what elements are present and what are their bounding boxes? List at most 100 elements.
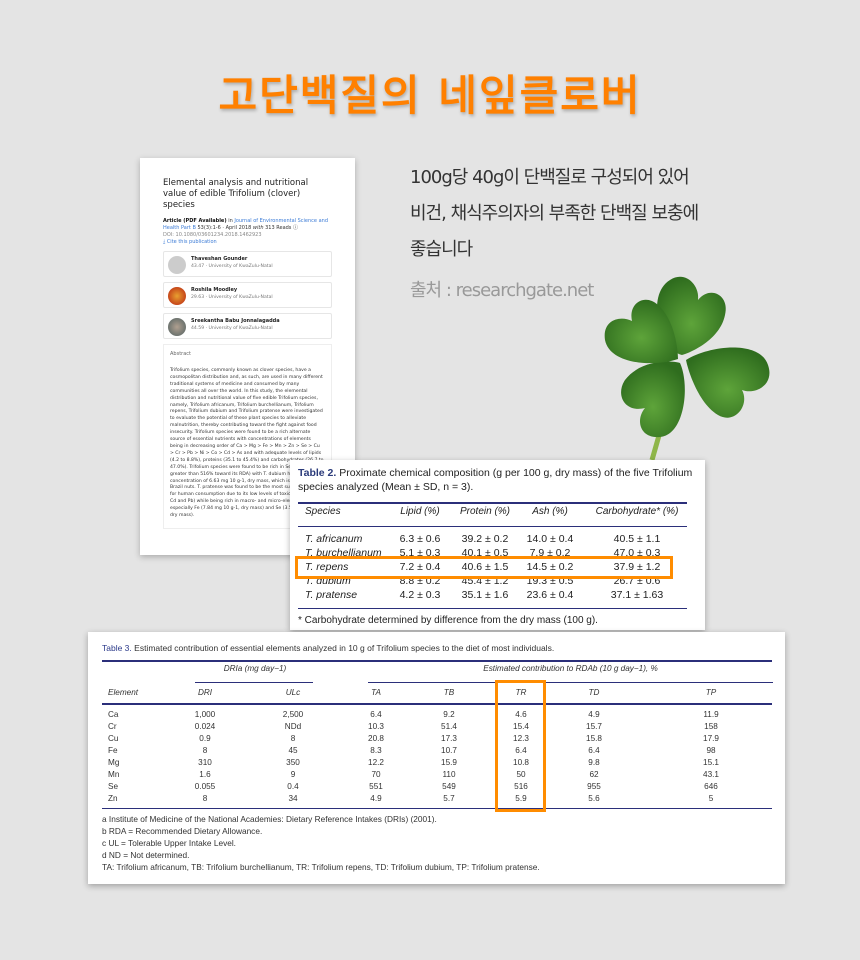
table-cell: 17.3: [441, 734, 457, 743]
journal-link[interactable]: Journal of Environmental Science and Hea…: [163, 218, 328, 231]
page-title: 고단백질의 네잎클로버: [218, 71, 642, 120]
table-cell: 98: [706, 746, 716, 755]
element-name: Cr: [108, 722, 117, 731]
column-header: TB: [443, 688, 455, 697]
caption-text: Proximate chemical composition (g per 10…: [298, 467, 693, 493]
table-cell: 8: [202, 746, 208, 755]
table-cell: 350: [286, 758, 300, 767]
avatar: [168, 256, 186, 274]
column-header: TR: [515, 688, 527, 697]
table-label: Table 3.: [102, 643, 132, 653]
table-cell: 4.2 ± 0.3: [399, 589, 441, 601]
table-cell: 37.9 ± 1.2: [613, 561, 661, 573]
column-header: Element: [108, 688, 139, 697]
element-name: Mn: [108, 770, 120, 779]
table-cell: 37.1 ± 1.63: [610, 589, 664, 601]
table-rule: [195, 682, 313, 683]
table-cell: 15.9: [441, 758, 457, 767]
author-affiliation: 44.59 · University of KwaZulu-Natal: [191, 326, 273, 331]
column-header: TD: [588, 688, 600, 697]
table-cell: NDd: [284, 722, 302, 731]
table-cell: 12.3: [513, 734, 529, 743]
author-card[interactable]: Roshila Moodley 29.63 · University of Kw…: [163, 282, 332, 308]
table-cell: 5: [708, 794, 714, 803]
author-card[interactable]: Thaveshan Gounder 43.47 · University of …: [163, 251, 332, 277]
table-cell: 6.4: [515, 746, 527, 755]
table-cell: 9.2: [443, 710, 455, 719]
column-header: Species: [305, 506, 341, 517]
table-cell: 5.7: [443, 794, 455, 803]
element-name: Zn: [108, 794, 118, 803]
table-cell: 7.2 ± 0.4: [399, 561, 441, 573]
table-cell: 9.8: [588, 758, 600, 767]
table-cell: 6.4: [370, 710, 382, 719]
group-header-rda: Estimated contribution to RDAb (10 g day…: [483, 664, 658, 673]
author-name[interactable]: Sreekantha Babu Jonnalagadda: [191, 318, 280, 324]
table-rule: [298, 608, 687, 609]
meta-in: in: [228, 218, 233, 224]
author-affiliation: 43.47 · University of KwaZulu-Natal: [191, 264, 273, 269]
info-icon[interactable]: ⓘ: [293, 225, 299, 231]
doi: DOI: 10.1080/03601234.2018.1462923: [163, 232, 262, 238]
table-cell: 6.4: [588, 746, 600, 755]
table-cell: 549: [442, 782, 456, 791]
author-card[interactable]: Sreekantha Babu Jonnalagadda 44.59 · Uni…: [163, 313, 332, 339]
paper-title: Elemental analysis and nutritional value…: [163, 178, 309, 210]
table-rule: [368, 682, 773, 683]
column-header: Ash (%): [532, 506, 568, 517]
element-name: Cu: [108, 734, 119, 743]
table-rule: [298, 502, 687, 504]
table-cell: 39.2 ± 0.2: [461, 533, 509, 545]
footnote: c UL = Tolerable Upper Intake Level.: [102, 838, 236, 848]
species-name: T. pratense: [305, 589, 358, 601]
table-cell: 40.5 ± 1.1: [613, 533, 661, 545]
footnote: d ND = Not determined.: [102, 850, 190, 860]
table-cell: 2,500: [282, 710, 304, 719]
table-cell: 11.9: [703, 710, 719, 719]
element-name: Se: [108, 782, 119, 791]
caption-text: Estimated contribution of essential elem…: [134, 643, 555, 653]
table-rule: [102, 703, 772, 705]
table-cell: 1,000: [194, 710, 216, 719]
element-name: Ca: [108, 710, 119, 719]
table-cell: 51.4: [441, 722, 457, 731]
table-cell: 646: [704, 782, 718, 791]
table-cell: 8: [202, 794, 208, 803]
reads-count: 313 Reads: [265, 225, 292, 231]
author-name[interactable]: Thaveshan Gounder: [191, 256, 248, 262]
species-name: T. africanum: [305, 533, 363, 545]
author-affiliation: 29.63 · University of KwaZulu-Natal: [191, 295, 273, 300]
abstract-text: Trifolium species, commonly known as clo…: [170, 368, 324, 519]
table-cell: 8.3: [370, 746, 382, 755]
column-header: Lipid (%): [400, 506, 440, 517]
cite-button[interactable]: ⤓ Cite this publication: [163, 239, 217, 245]
table-cell: 15.1: [703, 758, 719, 767]
column-header: TA: [371, 688, 381, 697]
table-cell: 4.9: [370, 794, 382, 803]
table-cell: 5.6: [588, 794, 600, 803]
table-cell: 0.9: [199, 734, 211, 743]
table-3-caption: Table 3. Estimated contribution of essen…: [102, 643, 554, 653]
table-2-caption: Table 2. Proximate chemical composition …: [298, 466, 698, 494]
column-header: DRI: [197, 688, 213, 697]
table-cell: 62: [589, 770, 599, 779]
table-cell: 15.7: [586, 722, 602, 731]
description-line: 비건, 채식주의자의 부족한 단백질 보충에: [410, 203, 699, 224]
avatar: [168, 287, 186, 305]
table-cell: 9: [290, 770, 296, 779]
table-cell: 34: [288, 794, 298, 803]
author-name[interactable]: Roshila Moodley: [191, 287, 238, 293]
table-cell: 8: [290, 734, 296, 743]
table-cell: 35.1 ± 1.6: [461, 589, 509, 601]
description: 100g당 40g이 단백질로 구성되어 있어 비건, 채식주의자의 부족한 단…: [410, 160, 699, 268]
table-cell: 10.7: [441, 746, 457, 755]
table-cell: 5.9: [515, 794, 527, 803]
column-header: ULc: [285, 688, 301, 697]
table-cell: 158: [704, 722, 718, 731]
table-rule: [102, 660, 772, 662]
table-3-card: Table 3. Estimated contribution of essen…: [88, 632, 785, 884]
article-type: Article (PDF Available): [163, 218, 227, 224]
table-cell: 43.1: [703, 770, 719, 779]
table-cell: 15.8: [586, 734, 602, 743]
description-line: 좋습니다: [410, 239, 473, 260]
